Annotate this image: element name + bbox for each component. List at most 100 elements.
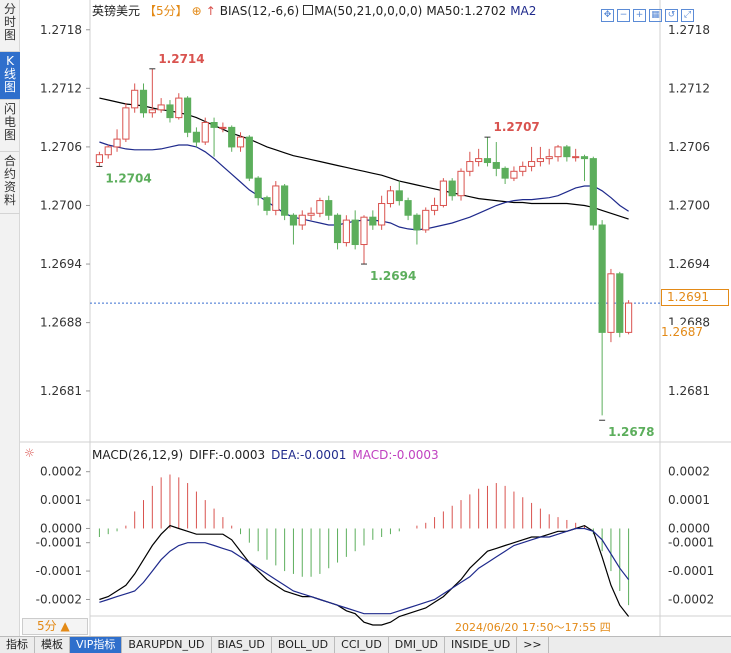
tab-indicator[interactable]: 指标 bbox=[0, 637, 35, 653]
indicator-label[interactable]: BIAS(12,-6,6) bbox=[219, 4, 300, 18]
candle-body bbox=[501, 167, 509, 179]
period-label[interactable]: 【5分】 bbox=[144, 4, 188, 18]
price-tick-left: 1.2706 bbox=[40, 140, 82, 154]
tab-barupdn[interactable]: BARUPDN_UD bbox=[122, 637, 212, 653]
candle-body bbox=[122, 107, 130, 140]
candle-body bbox=[616, 273, 624, 333]
price-header: 英镑美元 【5分】 ⊕ ↑ BIAS(12,-6,6) MA(50,21,0,0,0,0)… bbox=[92, 2, 540, 18]
tab-cci[interactable]: CCI_UD bbox=[335, 637, 389, 653]
price-tick-right: 1.2681 bbox=[668, 384, 710, 398]
candle-body bbox=[589, 158, 597, 226]
price-tick-left: 1.2700 bbox=[40, 198, 82, 212]
period-selector[interactable]: 5分 ▲ bbox=[22, 618, 88, 635]
candle-body bbox=[457, 170, 465, 197]
price-tick-left: 1.2681 bbox=[40, 384, 82, 398]
candle-body bbox=[139, 89, 148, 114]
annotation-label: 1.2707 bbox=[493, 120, 539, 134]
restore-icon[interactable]: ↺ bbox=[665, 9, 678, 22]
macd-tick-left: 0.0002 bbox=[40, 465, 82, 479]
price-tick-right: 1.2712 bbox=[668, 81, 710, 95]
macd-tick-left: -0.0002 bbox=[36, 592, 82, 606]
tab-more[interactable]: >> bbox=[517, 637, 549, 653]
candle-body bbox=[554, 146, 562, 158]
price-tick-left: 1.2718 bbox=[40, 23, 82, 37]
candle-body bbox=[607, 273, 615, 333]
price-tick-right: 1.2700 bbox=[668, 198, 710, 212]
macd-tick-right: 0.0001 bbox=[668, 493, 710, 507]
candle-body bbox=[333, 214, 342, 244]
candle-body bbox=[113, 138, 121, 148]
candle-body bbox=[483, 158, 492, 164]
candle-body bbox=[369, 216, 377, 226]
tab-dmi[interactable]: DMI_UD bbox=[389, 637, 446, 653]
tab-timeshare[interactable]: 分时图 bbox=[0, 0, 20, 52]
candle-body bbox=[448, 180, 456, 197]
candle-body bbox=[572, 156, 580, 159]
candle-body bbox=[201, 122, 209, 143]
candle-body bbox=[281, 185, 289, 216]
candle-body bbox=[580, 156, 589, 160]
fullscreen-icon[interactable]: ⤢ bbox=[681, 9, 694, 22]
candle-body bbox=[104, 146, 112, 156]
candle-body bbox=[545, 156, 553, 160]
candle-body bbox=[148, 109, 156, 114]
candle-body bbox=[422, 209, 430, 231]
candle-body bbox=[386, 190, 395, 205]
zoom-in-icon[interactable]: + bbox=[633, 9, 646, 22]
candle-body bbox=[245, 136, 253, 179]
zoom-out-icon[interactable]: − bbox=[617, 9, 630, 22]
annotation-label: 1.2714 bbox=[158, 52, 204, 66]
annotation-label: 1.2694 bbox=[370, 269, 416, 283]
candle-body bbox=[131, 89, 139, 109]
move-icon[interactable]: ✥ bbox=[601, 9, 614, 22]
price-tick-right: 1.2718 bbox=[668, 23, 710, 37]
macd-name[interactable]: MACD(26,12,9) bbox=[92, 448, 184, 462]
macd-tick-right: -0.0001 bbox=[668, 536, 714, 550]
tab-flash[interactable]: 闪电图 bbox=[0, 100, 20, 152]
candle-body bbox=[492, 162, 500, 169]
macd-tick-right: 0.0002 bbox=[668, 465, 710, 479]
ma-label[interactable]: MA(50,21,0,0,0,0) bbox=[314, 4, 423, 18]
annotation-label: 1.2678 bbox=[608, 425, 654, 439]
candle-body bbox=[342, 219, 350, 244]
candle-body bbox=[254, 177, 262, 199]
candle-body bbox=[466, 161, 474, 172]
candle-body bbox=[475, 158, 483, 163]
ma50-value: MA50:1.2702 bbox=[426, 4, 507, 18]
annotation-label: 1.2704 bbox=[105, 171, 151, 185]
tab-template[interactable]: 模板 bbox=[35, 637, 70, 653]
price-tick-left: 1.2688 bbox=[40, 316, 82, 330]
candle-body bbox=[536, 158, 544, 163]
macd-tick-right: -0.0002 bbox=[668, 592, 714, 606]
ma-toggle-icon[interactable] bbox=[303, 5, 314, 15]
candle-body bbox=[289, 214, 298, 226]
tab-bias[interactable]: BIAS_UD bbox=[212, 637, 272, 653]
candle-body bbox=[395, 190, 403, 202]
candle-body bbox=[439, 180, 447, 206]
candle-body bbox=[166, 104, 174, 119]
candle-body bbox=[298, 214, 306, 226]
candle-body bbox=[527, 161, 536, 167]
tab-contract-info[interactable]: 合约资料 bbox=[0, 152, 20, 214]
add-icon[interactable]: ⊕ bbox=[191, 4, 202, 18]
chart-settings-icon[interactable]: ▦ bbox=[649, 9, 662, 22]
macd-tick-left: 0.0000 bbox=[40, 521, 82, 535]
candle-body bbox=[95, 154, 103, 164]
tab-vip-indicator[interactable]: VIP指标 bbox=[70, 637, 123, 653]
candle-body bbox=[192, 131, 201, 143]
macd-tick-left: -0.0001 bbox=[36, 536, 82, 550]
candle-body bbox=[378, 203, 386, 226]
candle-body bbox=[404, 200, 412, 216]
tab-inside[interactable]: INSIDE_UD bbox=[445, 637, 518, 653]
price-tick-left: 1.2694 bbox=[40, 257, 82, 271]
tab-boll[interactable]: BOLL_UD bbox=[272, 637, 336, 653]
macd-tick-left: 0.0001 bbox=[40, 493, 82, 507]
candle-body bbox=[430, 204, 439, 211]
candle-body bbox=[563, 146, 571, 158]
current-price-label-2: 1.2687 bbox=[661, 325, 703, 339]
candle-body bbox=[228, 126, 236, 148]
chart-toolbar: ✥ − + ▦ ↺ ⤢ bbox=[598, 2, 694, 22]
time-range-label: 2024/06/20 17:50～17:55 四 bbox=[455, 621, 611, 634]
candle-body bbox=[625, 302, 633, 333]
